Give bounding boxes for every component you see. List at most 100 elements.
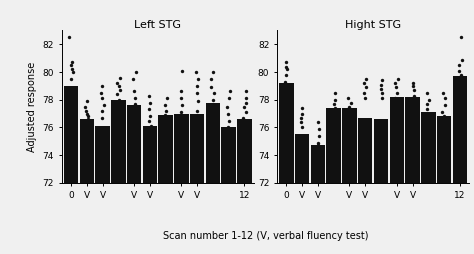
Point <box>146 101 154 105</box>
Bar <box>158 115 173 183</box>
Point <box>162 119 169 123</box>
Point <box>194 99 201 103</box>
Point <box>242 101 249 105</box>
Point <box>361 96 368 100</box>
Point <box>113 81 120 85</box>
Point <box>425 98 433 102</box>
Point <box>161 113 169 117</box>
Point <box>362 85 370 89</box>
Bar <box>95 126 110 183</box>
Point <box>130 89 138 93</box>
Point <box>68 67 76 71</box>
Point <box>347 101 355 105</box>
Point <box>147 124 155 128</box>
Point <box>161 123 169 127</box>
Point <box>332 110 339 114</box>
Point <box>410 88 418 92</box>
Point <box>67 77 75 81</box>
Point <box>331 91 338 95</box>
Point <box>193 109 201 113</box>
Point <box>360 91 367 95</box>
Point <box>177 96 185 100</box>
Bar <box>143 126 157 183</box>
Point <box>97 91 105 95</box>
Point <box>115 84 123 88</box>
Point <box>283 73 290 77</box>
Bar <box>111 100 126 183</box>
Point <box>115 98 122 102</box>
Point <box>223 105 231 109</box>
Point <box>242 96 250 100</box>
Point <box>129 77 137 81</box>
Point <box>314 141 322 145</box>
Bar <box>80 119 94 183</box>
Point <box>239 116 247 120</box>
Point <box>409 81 417 85</box>
Point <box>392 85 400 89</box>
Point <box>145 93 153 98</box>
Point <box>378 96 386 100</box>
Bar <box>421 112 436 183</box>
Point <box>116 88 124 92</box>
Point <box>283 65 290 69</box>
Point <box>177 89 185 93</box>
Point <box>439 91 447 95</box>
Bar <box>405 97 420 183</box>
Point <box>455 63 463 67</box>
Bar <box>174 114 189 183</box>
Point <box>360 81 368 85</box>
Point <box>425 112 432 116</box>
Point <box>315 134 323 138</box>
Point <box>394 77 401 81</box>
Point <box>99 116 106 120</box>
Point <box>391 81 399 85</box>
Point <box>209 70 217 74</box>
Point <box>346 109 353 113</box>
Title: Hight STG: Hight STG <box>345 20 401 30</box>
Point <box>67 63 74 67</box>
Point <box>69 70 77 74</box>
Point <box>423 102 431 106</box>
Point <box>330 102 338 106</box>
Point <box>298 106 305 110</box>
Point <box>242 89 250 93</box>
Point <box>99 84 106 88</box>
Point <box>378 78 386 82</box>
Point <box>362 77 370 81</box>
Bar <box>295 134 310 183</box>
Point <box>66 35 73 39</box>
Point <box>224 125 231 130</box>
Point <box>282 60 290 64</box>
Point <box>146 107 153 112</box>
Bar <box>221 127 236 183</box>
Bar <box>206 103 220 183</box>
Point <box>410 93 418 98</box>
Point <box>283 67 291 71</box>
Point <box>209 98 217 102</box>
Point <box>192 70 200 74</box>
Point <box>178 69 186 73</box>
Point <box>98 109 105 113</box>
Point <box>314 120 321 124</box>
Point <box>378 91 386 95</box>
Point <box>100 103 108 107</box>
Bar <box>437 116 451 183</box>
Point <box>98 96 106 100</box>
Point <box>161 103 169 107</box>
Bar <box>64 86 78 183</box>
Point <box>132 70 139 74</box>
Point <box>131 96 139 100</box>
Bar <box>453 76 467 183</box>
Bar <box>390 97 404 183</box>
Point <box>116 75 124 80</box>
Bar <box>237 119 252 183</box>
Bar <box>327 108 341 183</box>
Point <box>440 114 448 118</box>
Point <box>281 80 289 84</box>
Point <box>457 35 465 39</box>
Point <box>240 105 248 109</box>
Point <box>242 110 249 114</box>
Point <box>162 109 170 113</box>
Bar <box>190 114 204 183</box>
Point <box>224 112 232 116</box>
